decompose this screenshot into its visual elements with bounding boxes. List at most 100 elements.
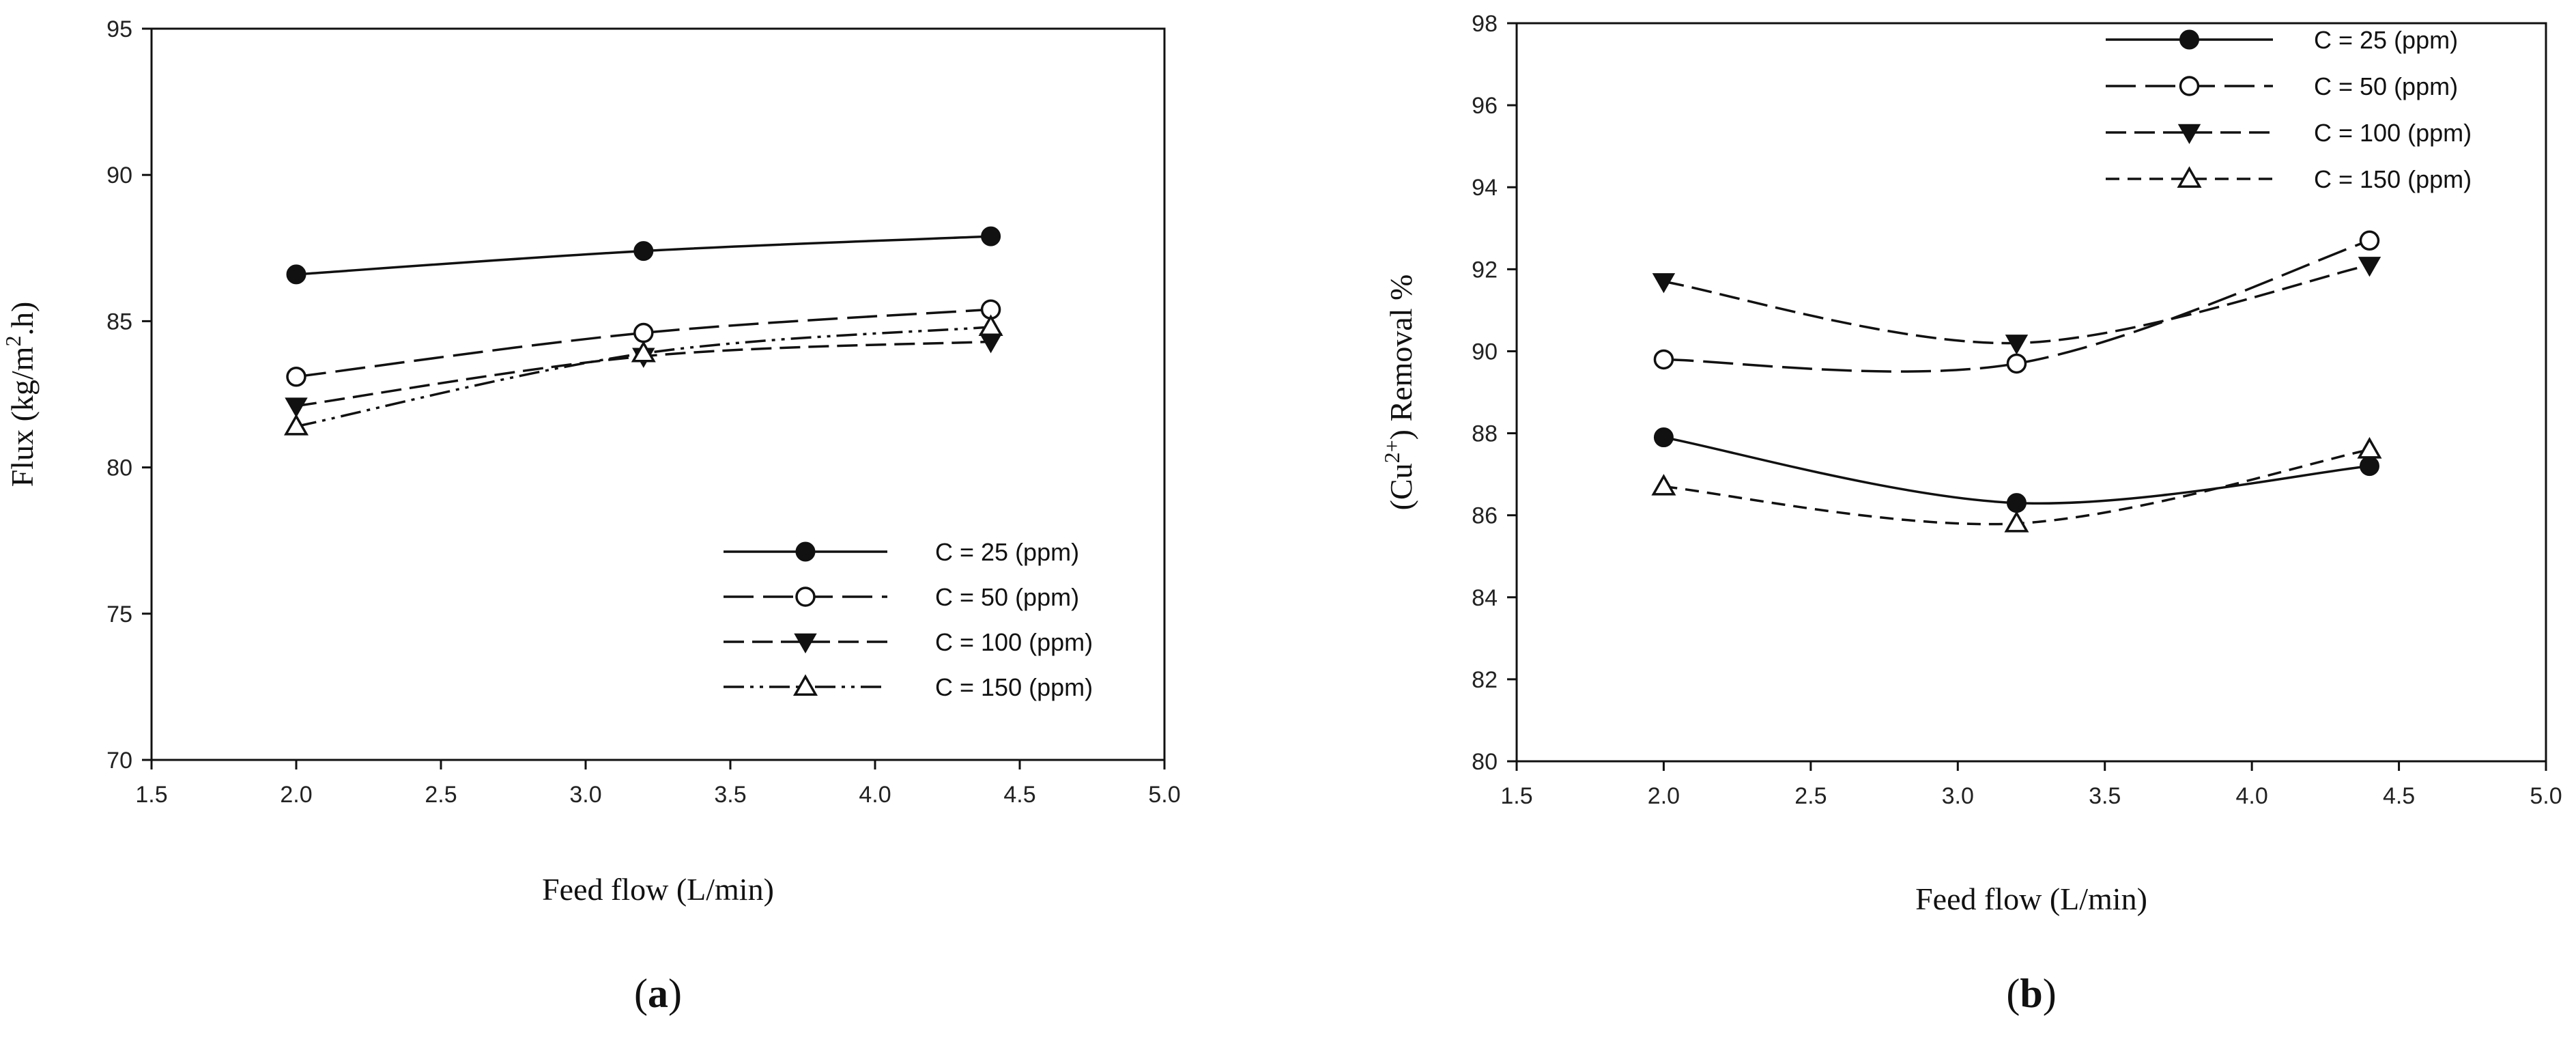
y-tick-label-a: 85 bbox=[106, 309, 132, 335]
data-point-a-4-1 bbox=[283, 414, 309, 436]
x-axis-label-a: Feed flow (L/min) bbox=[542, 872, 774, 907]
y-tick-label-b: 96 bbox=[1472, 93, 1498, 119]
panel-label-paren: ( bbox=[2006, 971, 2020, 1016]
x-tick-label-b: 4.0 bbox=[2236, 783, 2268, 809]
y-tick-label-a: 70 bbox=[106, 748, 132, 774]
series-a-1 bbox=[286, 226, 1001, 285]
legend-entry-a-4: C = 150 (ppm) bbox=[724, 673, 1093, 701]
x-axis-label-b: Feed flow (L/min) bbox=[1915, 881, 2147, 916]
series-a-2 bbox=[286, 299, 1001, 387]
panel-label-letter: b bbox=[2020, 971, 2042, 1016]
x-tick-label-b: 2.5 bbox=[1794, 783, 1827, 809]
y-tick-label-a: 75 bbox=[106, 602, 132, 627]
data-point-b-1-1 bbox=[1653, 427, 1674, 448]
data-point-a-1-2 bbox=[633, 241, 654, 262]
data-point-a-4-3 bbox=[978, 314, 1003, 336]
data-point-b-2-1 bbox=[1653, 349, 1674, 370]
legend-label: C = 150 (ppm) bbox=[2314, 165, 2472, 193]
x-tick-label-a: 5.0 bbox=[1148, 782, 1180, 808]
legend-marker bbox=[795, 586, 816, 607]
series-b-1 bbox=[1653, 427, 2379, 513]
data-point-b-4-2 bbox=[2004, 511, 2029, 533]
x-tick-label-a: 4.5 bbox=[1003, 782, 1035, 808]
data-point-b-1-2 bbox=[2006, 493, 2027, 513]
legend-label: C = 150 (ppm) bbox=[935, 673, 1093, 701]
legend-marker bbox=[2177, 124, 2201, 145]
legend-label: C = 50 (ppm) bbox=[2314, 72, 2458, 100]
y-tick-label-a: 95 bbox=[106, 16, 132, 42]
legend-label: C = 25 (ppm) bbox=[2314, 26, 2458, 54]
x-tick-label-a: 1.5 bbox=[135, 782, 167, 808]
x-tick-label-b: 4.5 bbox=[2383, 783, 2415, 809]
panel-label-a: (a) bbox=[634, 971, 682, 1016]
plot-frame-b bbox=[1515, 22, 2547, 763]
y-tick-label-a: 80 bbox=[106, 455, 132, 481]
data-point-b-1-3 bbox=[2359, 456, 2379, 477]
legend-marker bbox=[794, 633, 817, 654]
y-axis-label-part: .h) bbox=[5, 302, 40, 336]
legend-label: C = 100 (ppm) bbox=[2314, 119, 2472, 147]
series-line-b-2 bbox=[1663, 239, 2371, 373]
series-b-2 bbox=[1653, 230, 2380, 374]
panel-label-b: (b) bbox=[2006, 971, 2056, 1016]
data-point-b-3-3 bbox=[2358, 257, 2381, 277]
y-tick-label-b: 92 bbox=[1472, 257, 1498, 283]
data-point-a-2-2 bbox=[633, 322, 654, 343]
y-tick-label-b: 88 bbox=[1472, 421, 1498, 447]
legend-entry-b-2: C = 50 (ppm) bbox=[2106, 72, 2458, 100]
data-point-b-3-2 bbox=[2005, 335, 2029, 355]
x-tick-label-b: 3.5 bbox=[2089, 783, 2121, 809]
data-point-a-1-3 bbox=[981, 226, 1001, 246]
y-axis-label-part: ) Removal % bbox=[1384, 274, 1418, 440]
legend-label: C = 100 (ppm) bbox=[935, 628, 1093, 656]
data-point-b-4-3 bbox=[2357, 437, 2382, 459]
legend-marker bbox=[2177, 166, 2202, 188]
x-tick-label-b: 1.5 bbox=[1500, 783, 1532, 809]
data-point-a-3-1 bbox=[285, 397, 308, 418]
y-axis-label-superscript: 2+ bbox=[1379, 440, 1404, 463]
data-point-b-2-2 bbox=[2006, 353, 2027, 374]
x-tick-label-a: 2.5 bbox=[425, 782, 457, 808]
series-b-3 bbox=[1652, 257, 2381, 355]
panel-label-letter: a bbox=[648, 971, 668, 1016]
panel-label-paren: ) bbox=[668, 971, 682, 1016]
x-tick-label-b: 5.0 bbox=[2530, 783, 2562, 809]
x-tick-label-a: 3.0 bbox=[569, 782, 601, 808]
y-axis-label-b: (Cu2+) Removal % bbox=[1379, 274, 1418, 511]
legend-entry-b-4: C = 150 (ppm) bbox=[2106, 165, 2472, 193]
x-tick-label-b: 3.0 bbox=[1942, 783, 1974, 809]
data-point-b-2-3 bbox=[2359, 230, 2380, 251]
legend-marker bbox=[2179, 76, 2200, 96]
legend-label: C = 50 (ppm) bbox=[935, 583, 1079, 611]
y-tick-label-a: 90 bbox=[106, 162, 132, 188]
series-line-a-2 bbox=[296, 308, 991, 378]
legend-entry-a-1: C = 25 (ppm) bbox=[724, 538, 1079, 566]
data-point-a-2-1 bbox=[286, 367, 306, 387]
y-tick-label-b: 80 bbox=[1472, 749, 1498, 775]
panel-label-paren: ) bbox=[2043, 971, 2057, 1016]
chart-a: 1.5 2.0 2.5 3.0 3.5 4.0 4.5 5.0 70 75 80 85 90 95 Feed… bbox=[1, 16, 1181, 1016]
x-tick-label-a: 2.0 bbox=[280, 782, 312, 808]
data-point-a-1-1 bbox=[286, 264, 306, 285]
y-tick-label-b: 84 bbox=[1472, 585, 1498, 611]
legend-entry-b-1: C = 25 (ppm) bbox=[2106, 26, 2458, 54]
y-axis-label-a: Flux (kg/m2.h) bbox=[1, 302, 40, 487]
y-tick-label-b: 98 bbox=[1472, 11, 1498, 37]
legend-marker bbox=[795, 541, 816, 562]
y-axis-label-superscript: 2 bbox=[1, 336, 25, 347]
y-tick-label-b: 86 bbox=[1472, 503, 1498, 529]
y-axis-label-part: Flux (kg/m bbox=[5, 346, 40, 487]
y-tick-label-b: 90 bbox=[1472, 339, 1498, 365]
y-axis-label-part: (Cu bbox=[1384, 463, 1418, 510]
data-point-b-3-1 bbox=[1652, 273, 1676, 294]
legend-marker bbox=[792, 674, 818, 696]
chart-b: 1.5 2.0 2.5 3.0 3.5 4.0 4.5 5.0 80 82 84 86 88 90 92 94… bbox=[1379, 11, 2562, 1016]
y-tick-label-b: 94 bbox=[1472, 175, 1498, 201]
legend-label: C = 25 (ppm) bbox=[935, 538, 1079, 566]
panel-label-paren: ( bbox=[634, 971, 648, 1016]
legend-entry-a-3: C = 100 (ppm) bbox=[724, 628, 1093, 656]
y-tick-label-b: 82 bbox=[1472, 667, 1498, 693]
legend-marker bbox=[2179, 29, 2199, 50]
data-point-a-4-2 bbox=[631, 340, 656, 363]
